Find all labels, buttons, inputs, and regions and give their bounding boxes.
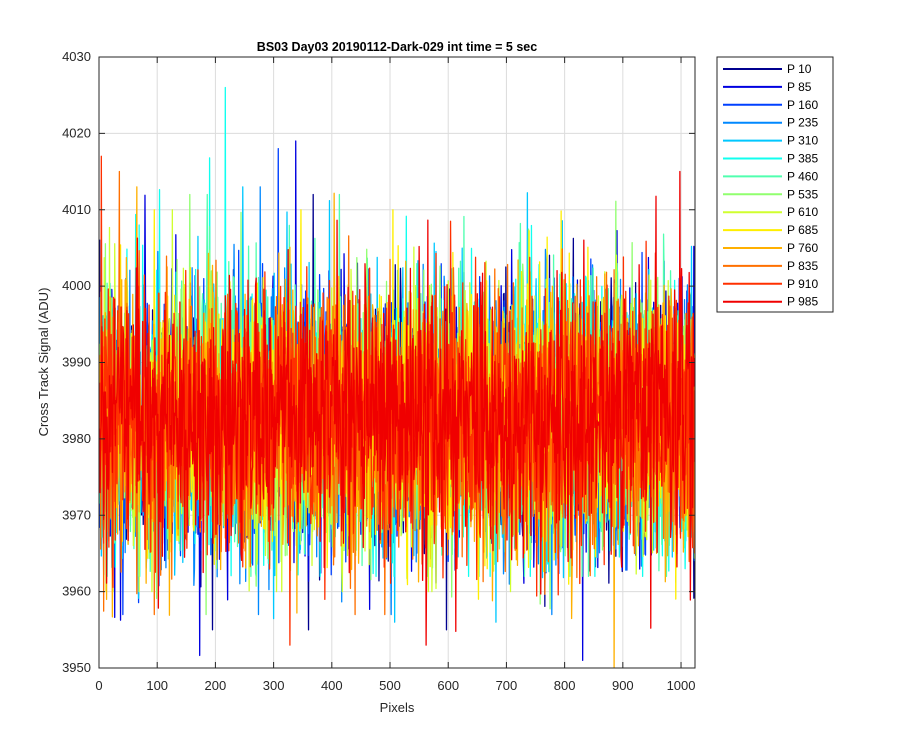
y-tick-label: 4000 <box>62 278 91 293</box>
legend-label: P 685 <box>787 223 818 237</box>
legend-label: P 610 <box>787 205 818 219</box>
x-tick-label: 300 <box>263 678 285 693</box>
legend-label: P 160 <box>787 98 818 112</box>
legend-label: P 535 <box>787 187 818 201</box>
y-tick-label: 3980 <box>62 431 91 446</box>
series-layer <box>99 86 695 668</box>
legend-label: P 460 <box>787 169 818 183</box>
legend-label: P 910 <box>787 277 818 291</box>
y-tick-label: 3990 <box>62 355 91 370</box>
x-tick-label: 500 <box>379 678 401 693</box>
legend: P 10 P 85 P 160 P 235 P 310 P 385 P 460 P 535 P … <box>716 56 834 313</box>
x-tick-label: 800 <box>554 678 576 693</box>
y-tick-label: 3970 <box>62 507 91 522</box>
y-tick-label: 4030 <box>62 49 91 64</box>
legend-label: P 235 <box>787 116 818 130</box>
legend-label: P 85 <box>787 80 812 94</box>
series-line-p985 <box>99 170 695 646</box>
legend-label: P 10 <box>787 62 812 76</box>
legend-box <box>716 56 834 313</box>
x-tick-label: 200 <box>205 678 227 693</box>
y-tick-label: 3960 <box>62 584 91 599</box>
legend-label: P 310 <box>787 134 818 148</box>
x-tick-label: 700 <box>496 678 518 693</box>
axis-ticks: 0 100 200 300 400 500 600 700 800 900 1000 3950 3960… <box>62 49 695 693</box>
legend-label: P 760 <box>787 241 818 255</box>
x-tick-label: 0 <box>95 678 102 693</box>
x-tick-label: 1000 <box>667 678 696 693</box>
chart-title: BS03 Day03 20190112-Dark-029 int time = … <box>257 40 537 54</box>
x-tick-label: 400 <box>321 678 343 693</box>
y-axis-label: Cross Track Signal (ADU) <box>36 288 51 437</box>
x-tick-label: 900 <box>612 678 634 693</box>
y-tick-label: 4020 <box>62 125 91 140</box>
y-tick-label: 4010 <box>62 202 91 217</box>
x-tick-label: 100 <box>146 678 168 693</box>
legend-label: P 385 <box>787 152 818 166</box>
legend-label: P 985 <box>787 295 818 309</box>
x-axis-label: Pixels <box>380 700 415 715</box>
legend-label: P 835 <box>787 259 818 273</box>
y-tick-label: 3950 <box>62 660 91 675</box>
x-tick-label: 600 <box>437 678 459 693</box>
